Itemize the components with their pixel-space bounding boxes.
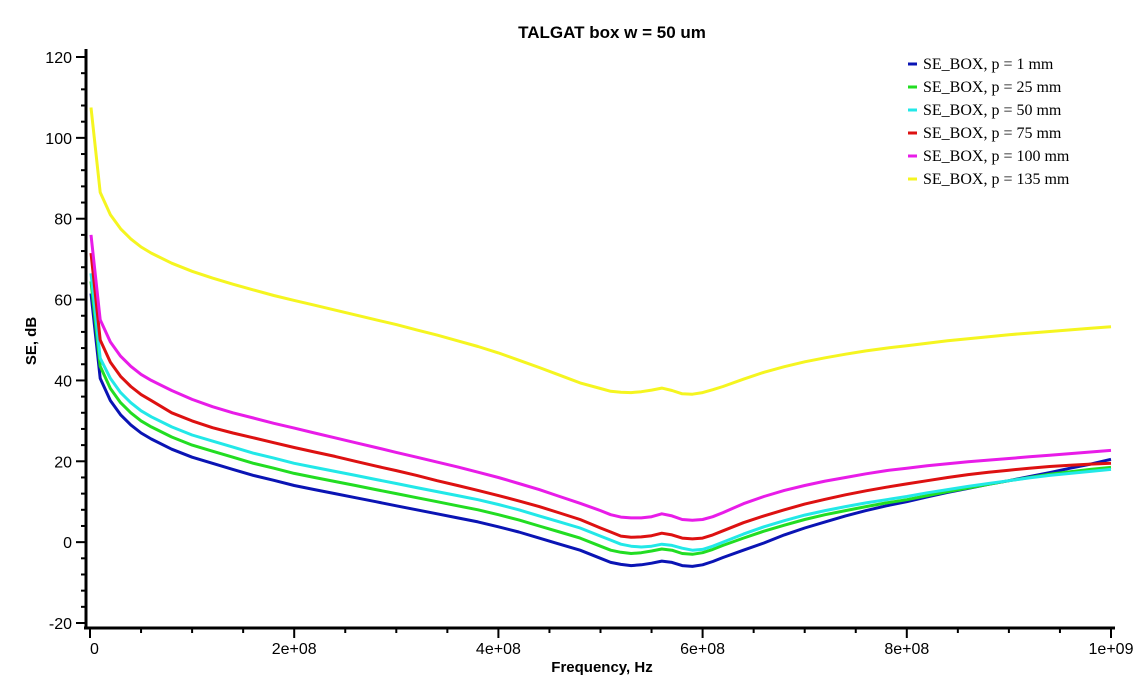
y-tick-label: 60 xyxy=(54,293,72,310)
series-layer xyxy=(89,107,1112,568)
x-tick-label: 1e+09 xyxy=(1089,641,1134,658)
y-tick-label: 20 xyxy=(54,454,72,471)
series-line-5 xyxy=(89,234,1112,522)
y-tick-label: 0 xyxy=(63,535,72,552)
y-tick-label: 40 xyxy=(54,373,72,390)
x-tick-label: 2e+08 xyxy=(272,641,317,658)
legend-label: SE_BOX, p = 50 mm xyxy=(923,102,1062,119)
legend-label: SE_BOX, p = 100 mm xyxy=(923,148,1070,165)
x-axis-label: Frequency, Hz xyxy=(551,659,652,676)
legend-label: SE_BOX, p = 75 mm xyxy=(923,125,1062,142)
y-axis-label: SE, dB xyxy=(23,317,40,366)
y-tick-label: 80 xyxy=(54,212,72,229)
y-tick-label: 120 xyxy=(45,50,72,67)
series-line-4 xyxy=(89,252,1112,541)
legend: SE_BOX, p = 1 mm SE_BOX, p = 25 mm SE_BOX,… xyxy=(908,56,1070,188)
chart-title: TALGAT box w = 50 um xyxy=(518,23,706,42)
x-tick-label: 6e+08 xyxy=(680,641,725,658)
y-tick-label: -20 xyxy=(49,616,72,633)
x-tick-label: 4e+08 xyxy=(476,641,521,658)
y-tick-label: 100 xyxy=(45,131,72,148)
series-line-3 xyxy=(89,273,1112,552)
x-tick-label: 0 xyxy=(90,641,99,658)
series-line-6 xyxy=(89,107,1112,396)
legend-label: SE_BOX, p = 1 mm xyxy=(923,56,1054,73)
series-line-1 xyxy=(89,293,1112,568)
series-line-2 xyxy=(89,281,1112,556)
x-tick-label: 8e+08 xyxy=(884,641,929,658)
axes: -20 0 20 40 60 80 100 120 0 2e+08 4e+08 6e+08 8e+08 1… xyxy=(45,49,1134,658)
legend-label: SE_BOX, p = 135 mm xyxy=(923,171,1070,188)
legend-label: SE_BOX, p = 25 mm xyxy=(923,79,1062,96)
